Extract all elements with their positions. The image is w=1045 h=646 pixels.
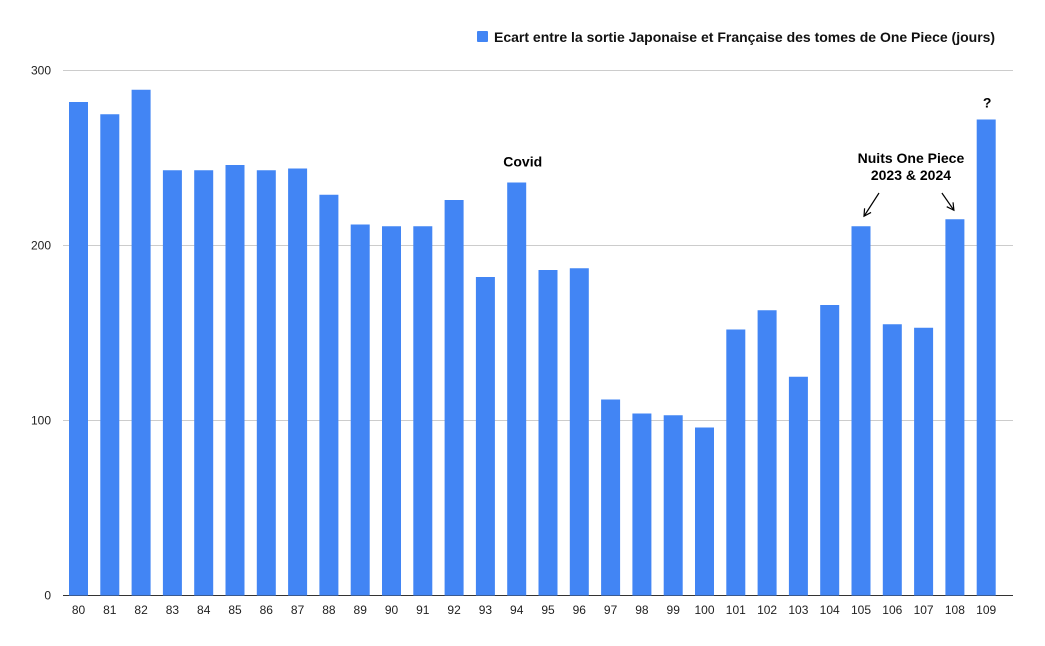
legend: Ecart entre la sortie Japonaise et Franç… <box>477 29 995 45</box>
bar <box>820 305 840 596</box>
bar <box>788 376 808 596</box>
y-tick-label: 0 <box>44 589 51 603</box>
bar <box>444 200 464 596</box>
x-tick-label: 93 <box>479 603 493 617</box>
annotation-nuits-line2: 2023 & 2024 <box>871 167 951 183</box>
bar <box>319 194 339 596</box>
bar <box>538 270 558 596</box>
bar <box>100 114 120 596</box>
y-tick-label: 100 <box>31 414 51 428</box>
bar <box>976 119 996 596</box>
bar <box>288 168 308 596</box>
x-tick-label: 104 <box>820 603 840 617</box>
x-tick-label: 108 <box>945 603 965 617</box>
annotation-covid: Covid <box>503 154 542 170</box>
bar <box>507 182 527 596</box>
x-tick-label: 92 <box>447 603 461 617</box>
annotation-nuits-line1: Nuits One Piece <box>858 150 965 166</box>
x-tick-label: 87 <box>291 603 305 617</box>
x-tick-label: 107 <box>914 603 934 617</box>
x-tick-label: 82 <box>134 603 148 617</box>
x-tick-label: 88 <box>322 603 336 617</box>
x-tick-label: 105 <box>851 603 871 617</box>
x-tick-label: 103 <box>788 603 808 617</box>
x-tick-label: 102 <box>757 603 777 617</box>
x-tick-label: 96 <box>573 603 587 617</box>
x-tick-label: 97 <box>604 603 618 617</box>
bar <box>601 399 621 596</box>
legend-swatch <box>477 31 488 42</box>
bar <box>475 277 495 596</box>
x-tick-label: 80 <box>72 603 86 617</box>
bar <box>382 226 401 596</box>
bar <box>162 170 182 596</box>
bar <box>256 170 276 596</box>
bar <box>757 310 777 596</box>
bar <box>194 170 214 596</box>
bar <box>695 427 714 596</box>
x-axis-ticks: 80 81 82 83 84 85 86 87 88 89 90 91 92 93 94 95 96 97 98 99… <box>72 603 997 617</box>
x-tick-label: 98 <box>635 603 649 617</box>
bar <box>663 415 683 596</box>
y-axis-ticks: 0 100 200 300 <box>31 64 51 603</box>
x-tick-label: 94 <box>510 603 524 617</box>
legend-label: Ecart entre la sortie Japonaise et Franç… <box>494 29 995 45</box>
x-tick-label: 81 <box>103 603 117 617</box>
x-tick-label: 89 <box>354 603 368 617</box>
x-tick-label: 86 <box>260 603 274 617</box>
x-tick-label: 101 <box>726 603 746 617</box>
x-tick-label: 85 <box>228 603 242 617</box>
bars <box>69 89 996 596</box>
bar <box>569 268 589 596</box>
arrow-108-icon <box>941 192 955 212</box>
bar <box>413 226 433 596</box>
x-tick-label: 100 <box>694 603 714 617</box>
x-tick-label: 90 <box>385 603 399 617</box>
y-tick-label: 200 <box>31 239 51 253</box>
bar <box>350 224 370 596</box>
bar <box>632 413 652 596</box>
x-tick-label: 109 <box>976 603 996 617</box>
x-tick-label: 84 <box>197 603 211 617</box>
bar <box>69 102 88 596</box>
x-tick-label: 99 <box>667 603 681 617</box>
annotation-question: ? <box>983 95 992 111</box>
bar <box>914 327 934 596</box>
bar <box>945 219 965 596</box>
x-tick-label: 91 <box>416 603 430 617</box>
bar <box>882 324 902 596</box>
x-tick-label: 106 <box>882 603 902 617</box>
bar <box>225 165 245 596</box>
x-tick-label: 83 <box>166 603 180 617</box>
bar <box>851 226 871 596</box>
bar <box>726 329 746 596</box>
x-tick-label: 95 <box>541 603 555 617</box>
bar <box>131 89 151 596</box>
y-tick-label: 300 <box>31 64 51 78</box>
arrow-105-icon <box>863 192 880 218</box>
